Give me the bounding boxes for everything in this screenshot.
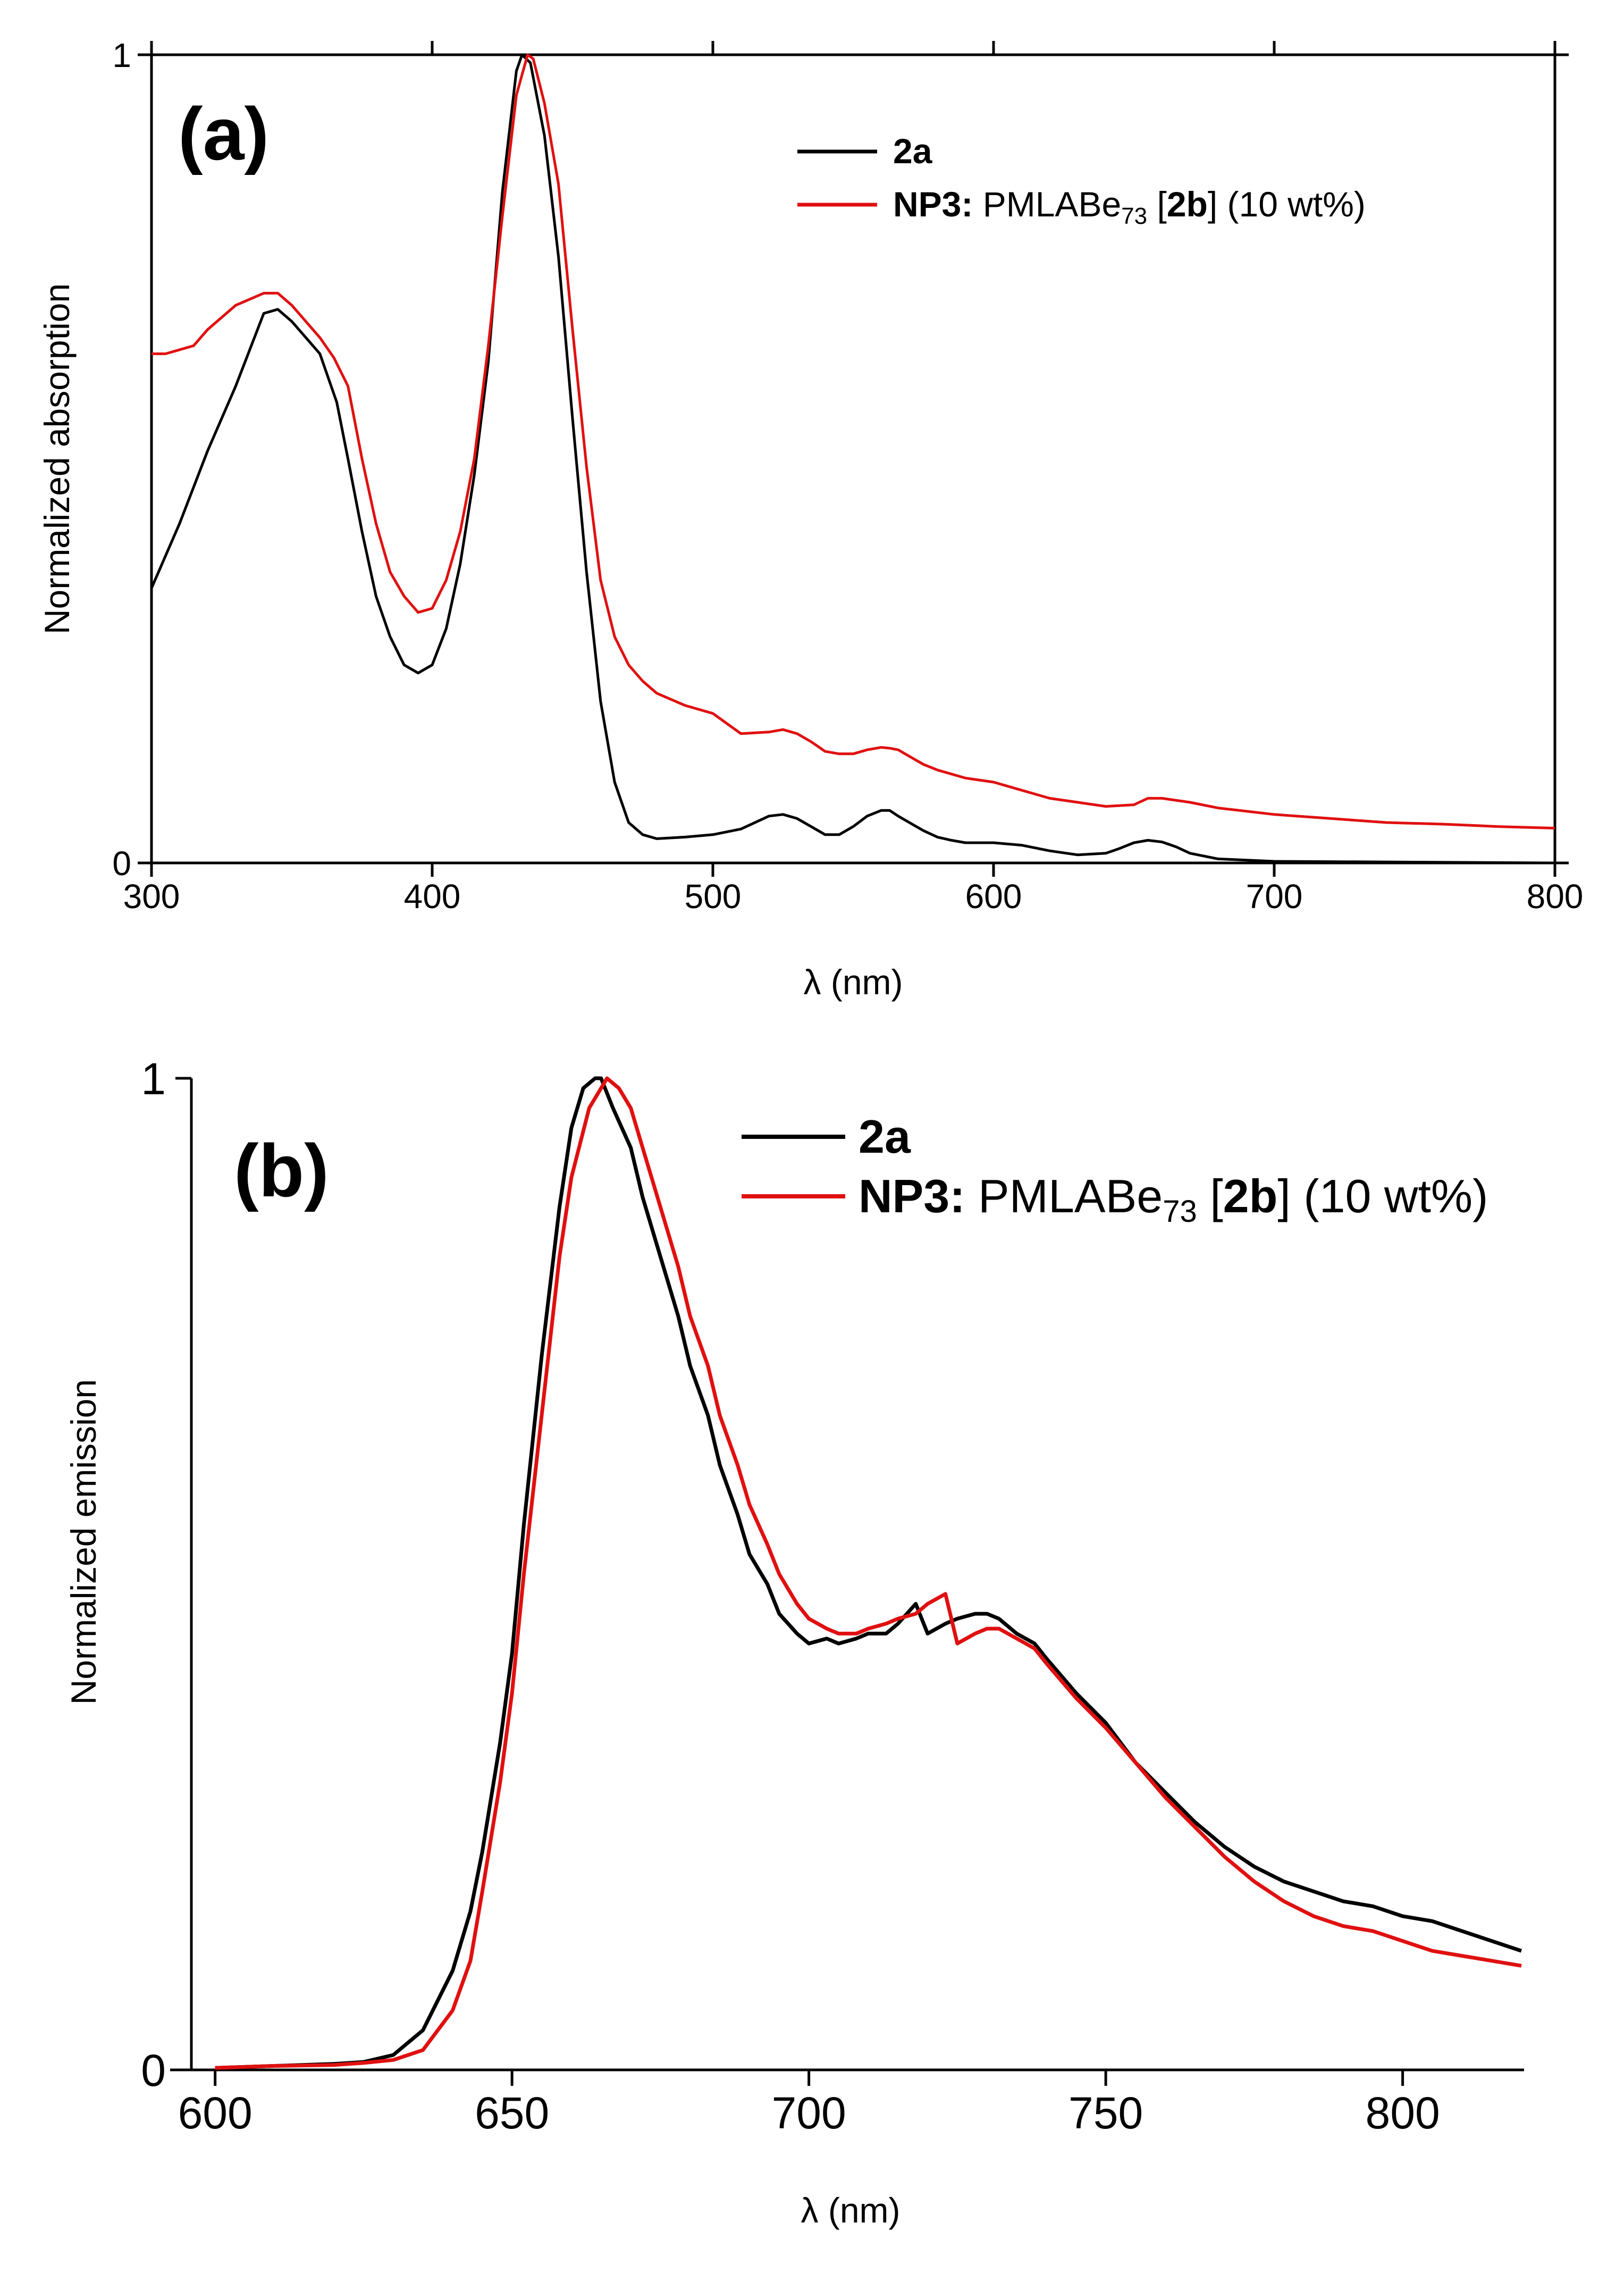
panel-a-series-line-2a xyxy=(150,53,1555,865)
panel-a-legend: 2a NP3: PMLABe73 [2b] (10 wt%) xyxy=(797,131,1366,229)
panel-b-x-tick-label: 600 xyxy=(178,2088,253,2138)
legend-label-2a: 2a xyxy=(893,131,933,171)
panel-a-x-axis: 300 400 500 600 700 800 xyxy=(123,41,1584,916)
panel-b-legend: 2a NP3: PMLABe73 [2b] (10 wt%) xyxy=(742,1110,1488,1229)
panel-a-y-axis-title: Normalized absorption xyxy=(37,283,77,634)
legend-label-2a-b: 2a xyxy=(859,1110,911,1163)
panel-a-series-line-np3 xyxy=(152,53,1555,830)
panel-b-x-axis-title: λ (nm) xyxy=(801,2191,901,2230)
panel-a-x-tick-label: 500 xyxy=(685,877,742,916)
legend-label-np3: NP3: PMLABe73 [2b] (10 wt%) xyxy=(893,184,1366,229)
panel-a-x-tick-label: 800 xyxy=(1527,877,1584,916)
panel-b-x-tick-label: 700 xyxy=(772,2088,846,2138)
panel-b-series-group xyxy=(215,1076,1522,2070)
panel-b-y-axis-title: Normalized emission xyxy=(64,1379,103,1705)
panel-b-emission-chart: 600 650 700 750 800 01 (b) λ (nm) Normalized… xyxy=(64,1054,1524,2230)
panel-a-x-tick-label: 400 xyxy=(404,877,461,916)
panel-a-y-axis: 01 xyxy=(112,36,1569,883)
legend-label-np3-b: NP3: PMLABe73 [2b] (10 wt%) xyxy=(859,1170,1488,1229)
panel-b-y-tick-label: 1 xyxy=(141,1054,166,1104)
panel-b-x-tick-label: 750 xyxy=(1068,2088,1143,2138)
panel-a-y-tick-label: 0 xyxy=(112,844,131,883)
panel-a-x-tick-label: 700 xyxy=(1246,877,1303,916)
panel-b-label: (b) xyxy=(234,1129,329,1212)
panel-a-x-tick-label: 600 xyxy=(965,877,1022,916)
panel-a-y-tick-label: 1 xyxy=(112,36,131,74)
panel-a-x-axis-title: λ (nm) xyxy=(804,962,903,1002)
panel-b-x-axis: 600 650 700 750 800 xyxy=(178,2070,1440,2138)
panel-a-plot-frame xyxy=(150,53,1556,865)
panel-b-y-tick-label: 0 xyxy=(141,2045,166,2095)
panel-a-absorption-chart: 300 400 500 600 700 800 01 (a) λ (nm) Normali… xyxy=(37,36,1583,1002)
panel-a-x-tick-label: 300 xyxy=(123,877,180,916)
panel-b-series-line-2a xyxy=(215,1076,1522,2070)
panel-b-x-tick-label: 650 xyxy=(475,2088,549,2138)
panel-b-series-line-np3 xyxy=(215,1076,1522,2070)
panel-a-label: (a) xyxy=(178,92,269,175)
panel-b-x-tick-label: 800 xyxy=(1366,2088,1440,2138)
panel-b-y-axis: 01 xyxy=(141,1054,191,2095)
panel-a-series-group xyxy=(150,53,1555,865)
